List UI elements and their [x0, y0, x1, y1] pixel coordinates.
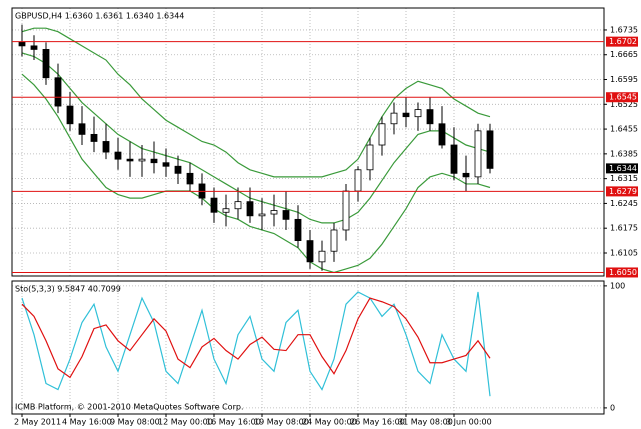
price-label: 1.6545 [609, 93, 637, 102]
indicator-line [21, 73, 491, 274]
candle-body [102, 141, 110, 153]
candle-body [174, 165, 182, 174]
candle-body [414, 109, 422, 118]
y-tick-label: 1.6105 [610, 248, 638, 257]
indicator-line [21, 52, 491, 224]
candle-body [390, 112, 398, 125]
x-tick-label: 4 May 16:00 [62, 418, 112, 427]
candle-body [258, 213, 266, 217]
candle-body [450, 144, 458, 174]
candle-body [186, 172, 194, 185]
candle-body [366, 144, 374, 171]
y-tick-label: 1.6245 [610, 199, 638, 208]
candle-body [210, 197, 218, 213]
price-label-box [606, 267, 638, 278]
y-tick-label: 1.6595 [610, 75, 638, 84]
x-tick-label: 16 May 16:00 [206, 418, 261, 427]
candle-body [126, 158, 134, 162]
y-tick-label: 1.6525 [610, 100, 638, 109]
candle-body [438, 123, 446, 146]
candle-body [426, 109, 434, 125]
candle-body [150, 158, 158, 164]
y-tick-label: 1.6175 [610, 224, 638, 233]
price-label-box [606, 186, 638, 197]
candle-body [30, 45, 38, 50]
candle-body [42, 49, 50, 79]
x-tick-label: 31 May 08:00 [398, 418, 453, 427]
indicator-line [21, 291, 491, 397]
x-tick-label: 12 May 00:00 [158, 418, 213, 427]
candle-body [378, 123, 386, 146]
stochastic-panel [11, 280, 605, 415]
indicator-line [21, 27, 491, 178]
candle-body [486, 130, 494, 169]
candle-body [306, 240, 314, 263]
candle-body [162, 162, 170, 167]
x-tick-label: 3 Jun 00:00 [446, 418, 492, 427]
footer: ICMB Platform, © 2001-2010 MetaQuotes So… [15, 403, 244, 412]
price-label: 1.6050 [609, 268, 637, 277]
x-tick-label: 24 May 00:00 [302, 418, 357, 427]
current-price-box [606, 163, 638, 174]
y-tick-label: 1.6665 [610, 50, 638, 59]
x-tick-label: 26 May 16:00 [350, 418, 405, 427]
price-label-box [606, 92, 638, 103]
price-label-box [606, 36, 638, 47]
candle-body [66, 105, 74, 125]
candle-body [318, 250, 326, 263]
candle-body [138, 158, 146, 162]
candle-body [282, 210, 290, 220]
grid-layer [12, 8, 604, 414]
y-tick-label: 1.6735 [610, 25, 638, 34]
price-label: 1.6279 [609, 187, 637, 196]
candle-body [294, 218, 302, 241]
candle-body [18, 41, 26, 47]
candle-body [222, 208, 230, 213]
x-tick-label: 9 May 08:00 [110, 418, 160, 427]
candle-body [474, 130, 482, 178]
candle-body [90, 133, 98, 142]
y-tick-label: 0 [610, 403, 615, 412]
y-tick-label: 1.6385 [610, 149, 638, 158]
current-price-label: 1.6344 [609, 164, 637, 173]
candle-body [270, 210, 278, 215]
indicator-line [21, 297, 491, 379]
candle-body [234, 201, 242, 210]
candle-body [342, 190, 350, 231]
x-tick-label: 19 May 08:00 [254, 418, 309, 427]
price-label: 1.6702 [609, 37, 637, 46]
candle-body [114, 151, 122, 160]
main-panel [11, 7, 605, 277]
candle-body [402, 112, 410, 118]
chart-title: GBPUSD,H4 1.6360 1.6361 1.6340 1.6344 [15, 12, 184, 21]
y-tick-label: 1.6455 [610, 125, 638, 134]
candle-body [354, 169, 362, 192]
x-tick-label: 2 May 2011 [14, 418, 61, 427]
candle-body [78, 123, 86, 135]
indicator-title: Sto(5,3,3) 9.5847 40.7099 [15, 285, 121, 294]
candle-body [330, 229, 338, 252]
candle-body [246, 201, 254, 217]
y-tick-label: 100 [610, 281, 625, 290]
candle-body [462, 172, 470, 178]
candle-body [54, 77, 62, 107]
y-tick-label: 1.6315 [610, 174, 638, 183]
